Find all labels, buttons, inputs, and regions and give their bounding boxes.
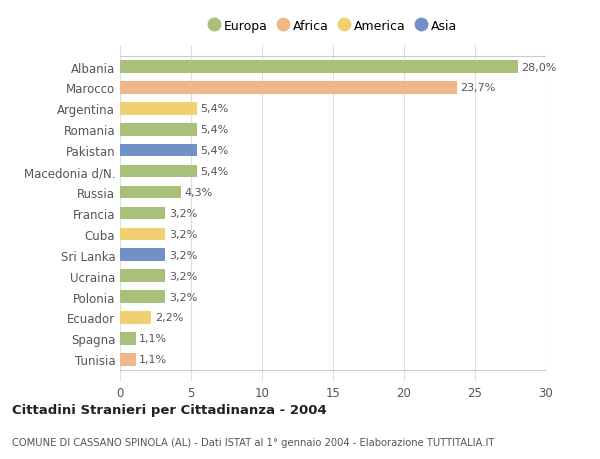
Text: 28,0%: 28,0% [521,62,557,73]
Legend: Europa, Africa, America, Asia: Europa, Africa, America, Asia [204,15,462,38]
Text: 3,2%: 3,2% [169,208,197,218]
Bar [120,145,197,157]
Text: 1,1%: 1,1% [139,354,167,364]
Bar [120,291,166,303]
Bar [120,82,457,95]
Text: 1,1%: 1,1% [139,334,167,344]
Text: 3,2%: 3,2% [169,271,197,281]
Text: 4,3%: 4,3% [185,188,213,197]
Text: Cittadini Stranieri per Cittadinanza - 2004: Cittadini Stranieri per Cittadinanza - 2… [12,403,327,416]
Bar [120,103,197,115]
Bar [120,186,181,199]
Text: 5,4%: 5,4% [200,104,229,114]
Text: 3,2%: 3,2% [169,292,197,302]
Bar [120,207,166,220]
Text: 5,4%: 5,4% [200,125,229,135]
Bar [120,332,136,345]
Text: 23,7%: 23,7% [460,83,496,93]
Bar [120,270,166,282]
Bar [120,228,166,241]
Bar [120,61,518,73]
Text: 3,2%: 3,2% [169,230,197,239]
Bar [120,124,197,136]
Text: 2,2%: 2,2% [155,313,183,323]
Bar [120,165,197,178]
Text: 5,4%: 5,4% [200,167,229,177]
Bar [120,312,151,324]
Bar [120,353,136,366]
Text: 5,4%: 5,4% [200,146,229,156]
Bar [120,249,166,262]
Text: COMUNE DI CASSANO SPINOLA (AL) - Dati ISTAT al 1° gennaio 2004 - Elaborazione TU: COMUNE DI CASSANO SPINOLA (AL) - Dati IS… [12,437,494,447]
Text: 3,2%: 3,2% [169,250,197,260]
